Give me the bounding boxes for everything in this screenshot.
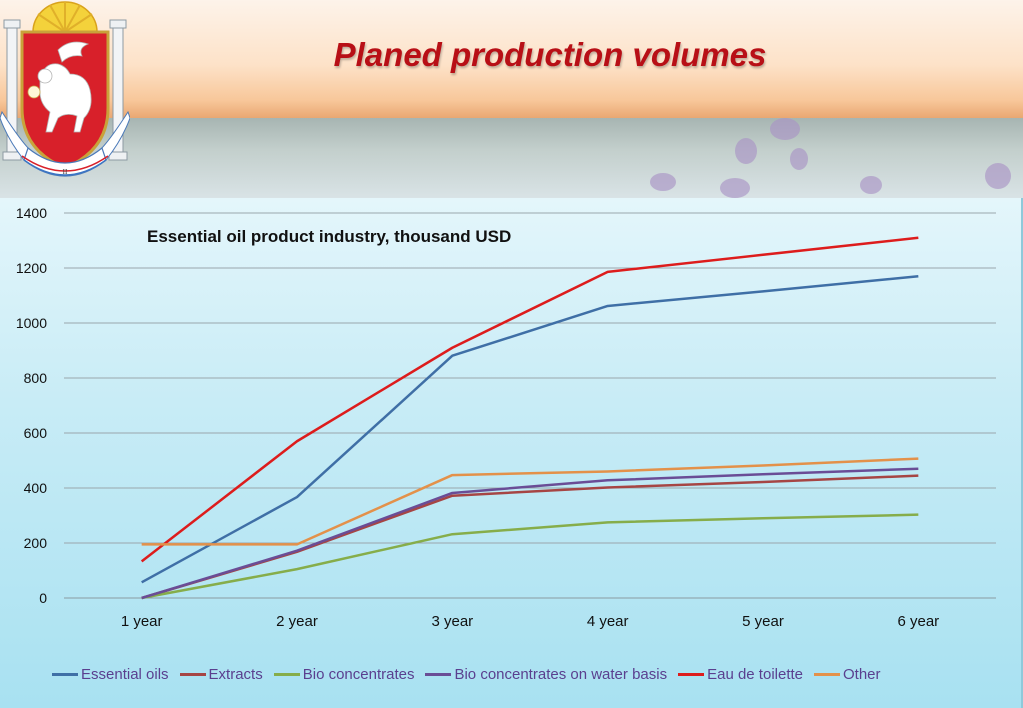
legend-swatch — [179, 673, 206, 676]
x-tick-label: 1 year — [121, 613, 163, 630]
legend-item-other: Other — [814, 666, 881, 683]
legend-item-eau-de-toilette: Eau de toilette — [678, 666, 803, 683]
series-line-essential-oils — [141, 275, 919, 584]
y-tick-label: 200 — [24, 535, 48, 551]
legend-label: Essential oils — [81, 666, 169, 683]
chart-legend: Essential oils Extracts Bio concentrates Bi… — [52, 666, 1012, 683]
legend-label: Other — [843, 666, 881, 683]
x-tick-label: 6 year — [897, 613, 939, 630]
legend-swatch — [425, 673, 452, 676]
series-line-extracts — [141, 474, 919, 600]
y-tick-label: 0 — [39, 590, 47, 606]
legend-label: Bio concentrates on water basis — [454, 666, 668, 683]
legend-label: Bio concentrates — [302, 666, 415, 683]
series-line-bio-concentrates — [141, 513, 919, 600]
series-line-eau-de-toilette — [140, 236, 919, 563]
y-tick-label: 800 — [24, 370, 48, 386]
series-lines — [140, 236, 919, 600]
legend-item-extracts: Extracts — [179, 666, 263, 683]
legend-swatch — [814, 673, 840, 676]
y-tick-label: 600 — [24, 425, 48, 441]
x-tick-label: 4 year — [587, 613, 629, 630]
x-tick-label: 5 year — [742, 613, 784, 630]
series-line-other — [141, 457, 919, 546]
legend-swatch — [273, 673, 300, 676]
series-line-bio-concentrates-on-water-basis — [141, 467, 919, 600]
crimea-coat-of-arms-logo: II — [0, 1, 130, 177]
header-band — [0, 0, 1023, 118]
slide-title: Planed production volumes — [333, 36, 767, 73]
legend-swatch — [678, 673, 705, 676]
y-tick-label: 400 — [24, 480, 48, 496]
ribbon: II — [0, 110, 130, 177]
gridlines — [64, 212, 996, 599]
x-axis-ticks: 1 year 2 year 3 year 4 year 5 year 6 year — [121, 613, 939, 630]
legend-item-bio-concentrates: Bio concentrates — [273, 666, 415, 683]
right-column-icon — [108, 19, 128, 161]
background-photo — [0, 118, 1023, 198]
legend-item-essential-oils: Essential oils — [52, 666, 169, 683]
legend-item-bio-concentrates-on-water-basis: Bio concentrates on water basis — [425, 666, 667, 683]
y-tick-label: 1000 — [16, 315, 47, 331]
x-tick-label: 2 year — [276, 613, 318, 630]
griffin-icon — [27, 41, 92, 133]
line-chart: 0 200 400 600 800 1000 1200 1400 1 year 2 year 3 … — [16, 205, 996, 630]
rising-sun-icon — [32, 1, 98, 33]
ribbon-mark: II — [63, 168, 68, 176]
legend-swatch — [52, 673, 78, 676]
legend-label: Eau de toilette — [707, 666, 803, 683]
x-tick-label: 3 year — [431, 613, 473, 630]
left-column-icon — [2, 19, 22, 161]
legend-label: Extracts — [208, 666, 263, 683]
y-tick-label: 1400 — [16, 205, 47, 221]
chart-title: Essential oil product industry, thousand… — [147, 227, 512, 246]
y-tick-label: 1200 — [16, 260, 47, 276]
chart-panel: 0 200 400 600 800 1000 1200 1400 1 year 2 year 3 … — [0, 198, 1023, 708]
y-axis-ticks: 0 200 400 600 800 1000 1200 1400 — [16, 205, 47, 606]
